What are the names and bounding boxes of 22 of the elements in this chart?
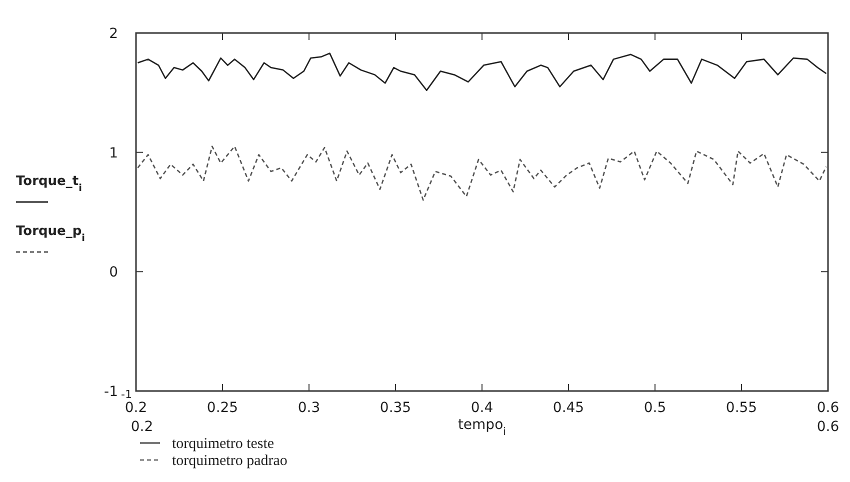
x-tick-label: 0.2	[124, 400, 148, 416]
text: -1	[121, 388, 132, 401]
y-tick-label: 0	[109, 264, 118, 281]
legend-label: torquimetro padrao	[172, 453, 288, 469]
line-series	[137, 52, 827, 91]
y-tick-label: 2	[109, 26, 118, 42]
x-tick-label: 0.6	[816, 400, 840, 416]
line-series	[137, 146, 827, 201]
x-tick-label: 0.25	[206, 400, 238, 416]
x-axis-title: tempo$_{i}$	[458, 417, 506, 438]
x-tick-label: 0.5	[644, 400, 666, 416]
x-tick-label: 0.4	[470, 400, 494, 416]
y-tick-label: 1	[109, 145, 118, 162]
text: 0.6	[816, 419, 840, 435]
legend-label: torquimetro teste	[172, 436, 274, 452]
x-tick-label: 0.55	[726, 400, 758, 416]
x-tick-label: 0.35	[380, 400, 412, 416]
y-tick-label: -1	[104, 384, 118, 400]
x-tick-label: 0.45	[552, 400, 584, 416]
text: 0.2	[130, 419, 154, 435]
x-tick-label: 0.3	[298, 400, 320, 416]
text: Torque_t$_{i}$ Torque_p$_{i}$	[16, 174, 86, 244]
